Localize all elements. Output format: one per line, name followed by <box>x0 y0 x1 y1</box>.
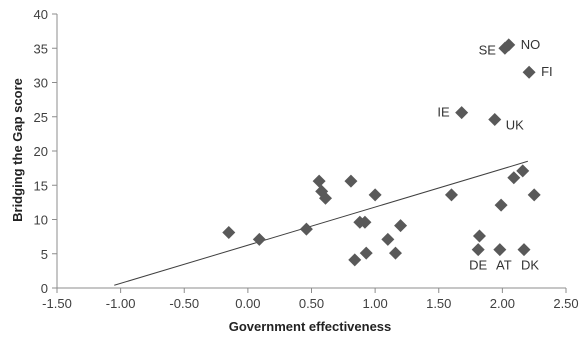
data-point <box>318 191 332 205</box>
data-point <box>299 222 313 236</box>
data-point <box>507 171 521 185</box>
x-tick-label: -0.50 <box>169 296 199 311</box>
x-tick-label: 1.00 <box>362 296 387 311</box>
data-point <box>394 219 408 233</box>
x-tick-label: 2.50 <box>553 296 578 311</box>
axes: 0 5 10 15 20 25 30 35 40 -1.50 -1.00 -0.50 0.00 0.50 1… <box>34 7 579 311</box>
trendline <box>114 160 528 286</box>
data-point <box>527 188 541 202</box>
data-point <box>381 232 395 246</box>
y-axis-title: Bridging the Gap score <box>10 78 25 222</box>
data-point <box>516 164 530 178</box>
data-point <box>312 174 326 188</box>
data-point-at <box>493 243 507 257</box>
data-point <box>222 226 236 240</box>
x-tick-label: 1.50 <box>426 296 451 311</box>
x-axis-title: Government effectiveness <box>229 319 392 334</box>
data-points <box>222 38 541 267</box>
data-point <box>472 229 486 243</box>
data-point-ie <box>455 106 469 120</box>
data-point <box>252 232 266 246</box>
x-tick-label: 2.00 <box>490 296 515 311</box>
data-point <box>359 246 373 260</box>
x-tick-label: 0.00 <box>235 296 260 311</box>
data-point <box>358 215 372 229</box>
data-point <box>368 188 382 202</box>
y-tick-label: 25 <box>34 110 48 125</box>
y-tick-label: 20 <box>34 144 48 159</box>
data-point-fi <box>522 65 536 79</box>
point-label-at: AT <box>496 258 512 273</box>
y-tick-label: 40 <box>34 7 48 22</box>
data-point-uk <box>488 112 502 126</box>
y-tick-label: 0 <box>41 281 48 296</box>
x-tick-label: 0.50 <box>299 296 324 311</box>
point-label-dk: DK <box>521 258 539 273</box>
y-tick-label: 15 <box>34 178 48 193</box>
y-tick-label: 30 <box>34 76 48 91</box>
point-label-no: NO <box>521 37 541 52</box>
point-label-de: DE <box>469 258 487 273</box>
y-tick-label: 10 <box>34 213 48 228</box>
data-point <box>344 174 358 188</box>
data-point-dk <box>517 243 531 257</box>
data-point-se <box>498 41 512 55</box>
data-point <box>444 188 458 202</box>
data-point <box>348 253 362 267</box>
point-label-ie: IE <box>437 105 450 120</box>
point-label-se: SE <box>479 42 497 57</box>
point-label-fi: FI <box>541 64 553 79</box>
point-labels: NO SE FI IE UK DE AT DK <box>437 37 552 273</box>
y-tick-label: 5 <box>41 247 48 262</box>
data-point-de <box>471 243 485 257</box>
data-point <box>494 198 508 212</box>
x-tick-label: -1.00 <box>106 296 136 311</box>
y-tick-label: 35 <box>34 41 48 56</box>
x-tick-label: -1.50 <box>42 296 72 311</box>
trendline-layer <box>114 160 528 286</box>
point-label-uk: UK <box>506 117 524 132</box>
data-point <box>388 246 402 260</box>
